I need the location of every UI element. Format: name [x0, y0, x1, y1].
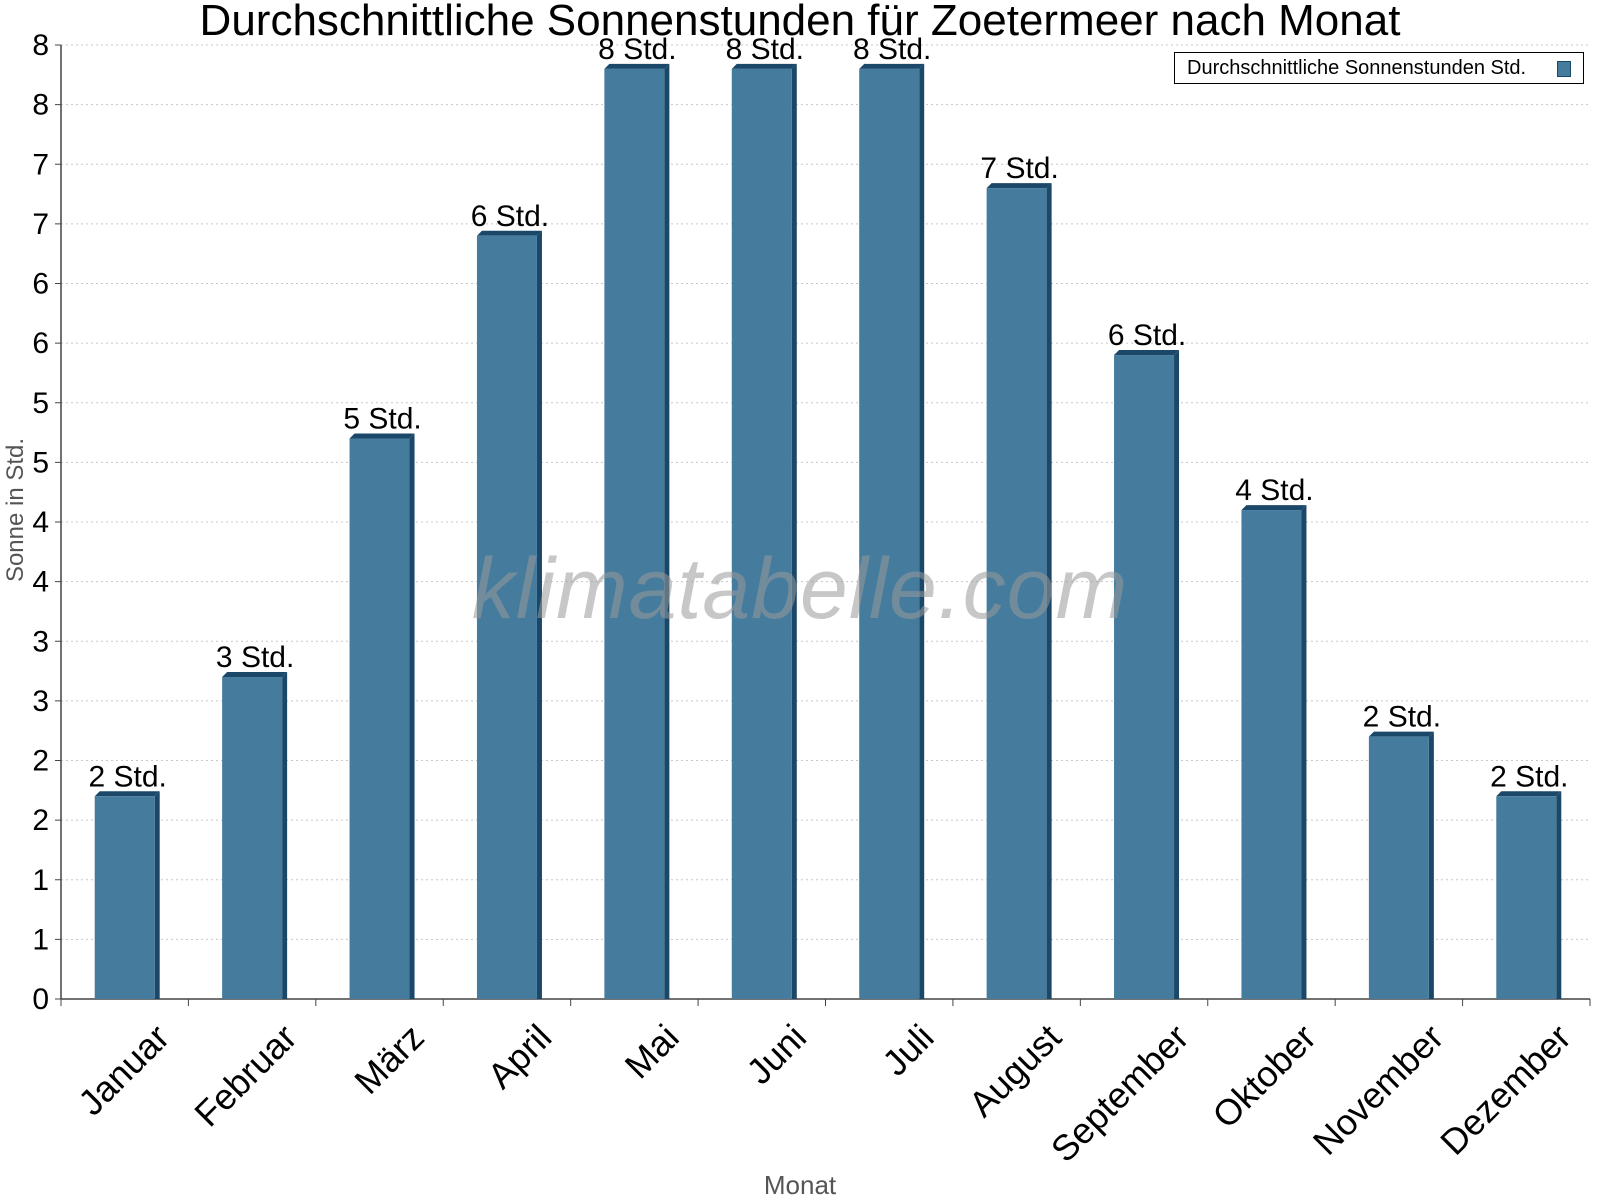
- y-axis-title: Sonne in Std.: [2, 437, 29, 583]
- x-tick-label: Januar: [70, 1016, 177, 1123]
- bar-value-label: 8 Std.: [726, 33, 804, 66]
- bar: [476, 235, 537, 1000]
- bar-top: [1496, 791, 1562, 797]
- legend-swatch: [1557, 61, 1571, 77]
- bar-value-label: 3 Std.: [216, 641, 294, 674]
- x-tick-label: März: [346, 1016, 432, 1102]
- x-tick-label: Oktober: [1204, 1016, 1324, 1136]
- bar-top: [1241, 505, 1307, 511]
- bar-side: [1301, 505, 1307, 999]
- bar-side: [791, 63, 797, 1000]
- y-tick-label: 4: [32, 506, 49, 539]
- bar-side: [664, 63, 670, 1000]
- bar-top: [604, 63, 670, 69]
- bar-value-label: 2 Std.: [1363, 701, 1441, 734]
- y-tick-label: 6: [32, 268, 49, 301]
- y-tick-label: 7: [32, 148, 49, 181]
- y-tick-label: 0: [32, 983, 49, 1016]
- bar: [1114, 355, 1175, 999]
- bar-side: [1556, 791, 1562, 999]
- x-axis-title: Monat: [763, 1170, 837, 1200]
- bar-value-label: 6 Std.: [471, 200, 549, 233]
- x-tick-label: Februar: [186, 1016, 304, 1134]
- bar-value-label: 4 Std.: [1235, 474, 1313, 507]
- bar-top: [1368, 731, 1434, 737]
- bar-side: [409, 433, 415, 999]
- x-tick-label: August: [961, 1016, 1069, 1124]
- y-tick-label: 5: [32, 446, 49, 479]
- bar-top: [731, 63, 797, 69]
- x-tick-label: April: [479, 1016, 559, 1096]
- bar: [604, 68, 665, 1000]
- bar-side: [1428, 731, 1434, 999]
- bar-value-label: 7 Std.: [980, 152, 1058, 185]
- bar-side: [919, 63, 925, 1000]
- bar-value-label: 2 Std.: [89, 760, 167, 793]
- y-tick-label: 8: [32, 89, 49, 122]
- bar: [1496, 796, 1557, 999]
- bar: [1241, 510, 1302, 999]
- legend-label: Durchschnittliche Sonnenstunden Std.: [1187, 57, 1527, 79]
- y-tick-label: 2: [32, 745, 49, 778]
- bar: [731, 68, 792, 1000]
- bar-top: [986, 183, 1052, 189]
- bar-top: [222, 672, 288, 678]
- y-tick-label: 4: [32, 566, 49, 599]
- bar-top: [859, 63, 925, 69]
- x-tick-label: November: [1305, 1016, 1451, 1162]
- bar-top: [476, 230, 542, 236]
- y-tick-label: 8: [32, 29, 49, 62]
- bar-top: [94, 791, 160, 797]
- y-tick-label: 1: [32, 923, 49, 956]
- bar-side: [536, 230, 542, 1000]
- bar-side: [282, 672, 288, 999]
- bar: [986, 188, 1047, 1000]
- bar-side: [154, 791, 160, 999]
- x-tick-label: Dezember: [1432, 1016, 1578, 1162]
- bar-value-label: 8 Std.: [598, 33, 676, 66]
- bar: [222, 677, 283, 999]
- bar-value-label: 2 Std.: [1490, 760, 1568, 793]
- x-tick-label: Juli: [874, 1016, 941, 1083]
- y-tick-label: 3: [32, 685, 49, 718]
- bar: [859, 68, 920, 1000]
- bar: [94, 796, 155, 999]
- y-tick-label: 2: [32, 804, 49, 837]
- bar: [349, 438, 410, 999]
- x-tick-label: Juni: [738, 1016, 814, 1092]
- y-tick-label: 6: [32, 327, 49, 360]
- bar-side: [1174, 350, 1180, 999]
- bar-value-label: 5 Std.: [343, 403, 421, 436]
- chart-title: Durchschnittliche Sonnenstunden für Zoet…: [199, 0, 1401, 45]
- y-tick-label: 1: [32, 864, 49, 897]
- bar-value-label: 6 Std.: [1108, 319, 1186, 352]
- bar: [1368, 736, 1429, 999]
- y-tick-label: 3: [32, 625, 49, 658]
- bar-top: [349, 433, 415, 439]
- y-tick-label: 5: [32, 387, 49, 420]
- x-tick-label: September: [1043, 1016, 1197, 1170]
- bar-top: [1114, 350, 1180, 356]
- bar-side: [1046, 183, 1052, 1000]
- x-tick-label: Mai: [617, 1016, 687, 1086]
- y-tick-label: 7: [32, 208, 49, 241]
- legend: Durchschnittliche Sonnenstunden Std.: [1174, 52, 1584, 84]
- bar-value-label: 8 Std.: [853, 33, 931, 66]
